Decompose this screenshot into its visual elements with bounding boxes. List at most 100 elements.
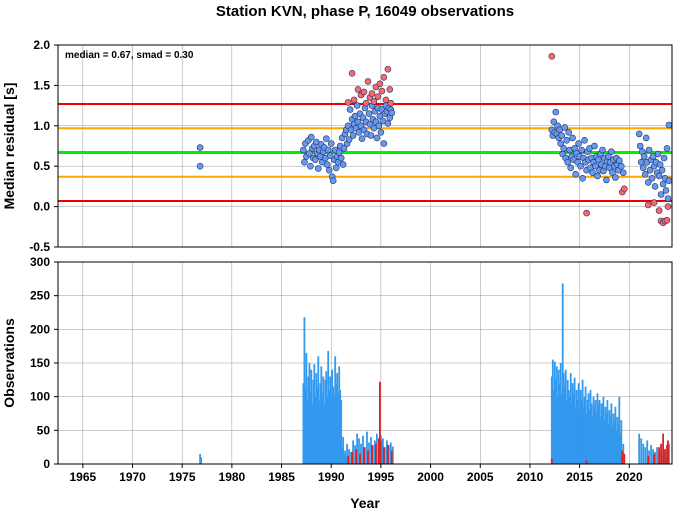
residual-point [307, 133, 315, 141]
observation-bar [321, 393, 324, 464]
observation-bar [338, 366, 341, 464]
observation-bar [303, 317, 306, 464]
residual-point [658, 166, 666, 174]
residual-outlier-point [362, 99, 370, 107]
observation-bar-secondary [378, 438, 380, 464]
residual-point [337, 154, 345, 162]
observation-bar [316, 386, 319, 464]
residual-point [373, 134, 381, 142]
observation-bar [340, 400, 343, 464]
observation-bar-secondary [666, 445, 668, 464]
residual-outlier-point [650, 199, 658, 206]
observation-bar [344, 450, 346, 464]
residual-point [581, 137, 588, 144]
residual-point [388, 109, 396, 117]
observation-bar [305, 352, 308, 464]
observation-bar [590, 403, 593, 464]
residual-point [599, 146, 606, 154]
observation-bar [600, 403, 603, 464]
observation-bar [330, 400, 333, 464]
residual-outlier-point [376, 80, 384, 88]
observations-y-tick-label: 200 [30, 322, 50, 336]
observation-bar [640, 438, 643, 464]
residual-point [375, 122, 383, 130]
observation-bar [314, 396, 317, 464]
residual-outlier-point [364, 78, 372, 85]
observation-bar [615, 430, 618, 464]
residual-point [564, 158, 572, 166]
residual-point [326, 152, 334, 159]
residual-points [196, 52, 673, 227]
residual-point [572, 171, 579, 178]
observation-bar [306, 400, 309, 464]
observation-bar [366, 431, 368, 464]
residual-point [612, 174, 619, 181]
residual-outlier-point [380, 74, 388, 81]
residual-point [327, 140, 335, 147]
residual-point [635, 130, 643, 138]
observation-bar [614, 406, 617, 464]
observation-bar [315, 373, 318, 464]
observation-bar [574, 406, 577, 464]
observation-bar [348, 449, 350, 464]
observation-bar [602, 396, 605, 464]
residual-point [196, 144, 204, 151]
chart-title: Station KVN, phase P, 16049 observations [216, 3, 514, 20]
residual-point [569, 134, 576, 142]
observation-bar [343, 453, 345, 464]
observation-bar-secondary [359, 453, 361, 464]
residual-point [659, 180, 667, 188]
observation-bar [575, 389, 578, 464]
observation-bar-secondary [347, 455, 349, 464]
residual-y-ticks: -0.5 0.0 0.5 1.0 1.5 2.0 [29, 38, 58, 254]
residual-point [558, 132, 566, 139]
observation-bar [588, 410, 591, 464]
residual-point [579, 175, 586, 182]
observation-bar [370, 437, 372, 464]
observations-y-tick-label: 0 [43, 457, 50, 471]
residual-point [565, 129, 573, 136]
observation-bar [562, 373, 565, 464]
year-x-tick-label: 1990 [318, 470, 345, 484]
observation-bar [374, 440, 376, 464]
observation-bar [558, 383, 561, 464]
residual-point [339, 161, 347, 168]
residual-point [345, 136, 353, 143]
residual-y-axis-label: Median residual [s] [1, 83, 17, 210]
observation-bar [326, 396, 329, 464]
residual-point [609, 169, 616, 176]
observation-bar [307, 376, 310, 464]
observation-bar [654, 451, 656, 464]
observation-bar [200, 457, 202, 464]
x-axis-label: Year [350, 495, 380, 511]
observation-bar-secondary [585, 460, 588, 464]
residual-point [617, 162, 625, 170]
residual-point [353, 102, 361, 109]
observation-bar [334, 356, 337, 464]
observation-bar-secondary [367, 450, 369, 464]
observation-bar [580, 400, 583, 464]
observation-bar [594, 400, 597, 464]
residual-outlier-point [368, 90, 376, 97]
observation-bar [328, 389, 331, 464]
year-x-tick-label: 2010 [517, 470, 544, 484]
observation-bar-secondary [387, 445, 389, 464]
residual-point [645, 146, 653, 154]
observation-bar-secondary [390, 450, 393, 464]
observation-bar [596, 393, 599, 464]
observation-bar [199, 453, 201, 464]
observation-bar [582, 406, 585, 464]
year-x-tick-label: 1995 [368, 470, 395, 484]
observation-bar [556, 396, 559, 464]
residual-point [665, 177, 673, 184]
observation-bar [559, 363, 562, 464]
observation-bar [620, 420, 623, 464]
observation-bar-secondary [667, 440, 669, 464]
residual-point [578, 146, 585, 154]
residual-point [358, 135, 366, 142]
residual-y-tick-label: 0.5 [33, 159, 50, 173]
observation-bar [557, 369, 560, 464]
residual-point [656, 161, 664, 168]
residual-outlier-point [378, 87, 386, 95]
residual-outlier-point [655, 207, 663, 214]
